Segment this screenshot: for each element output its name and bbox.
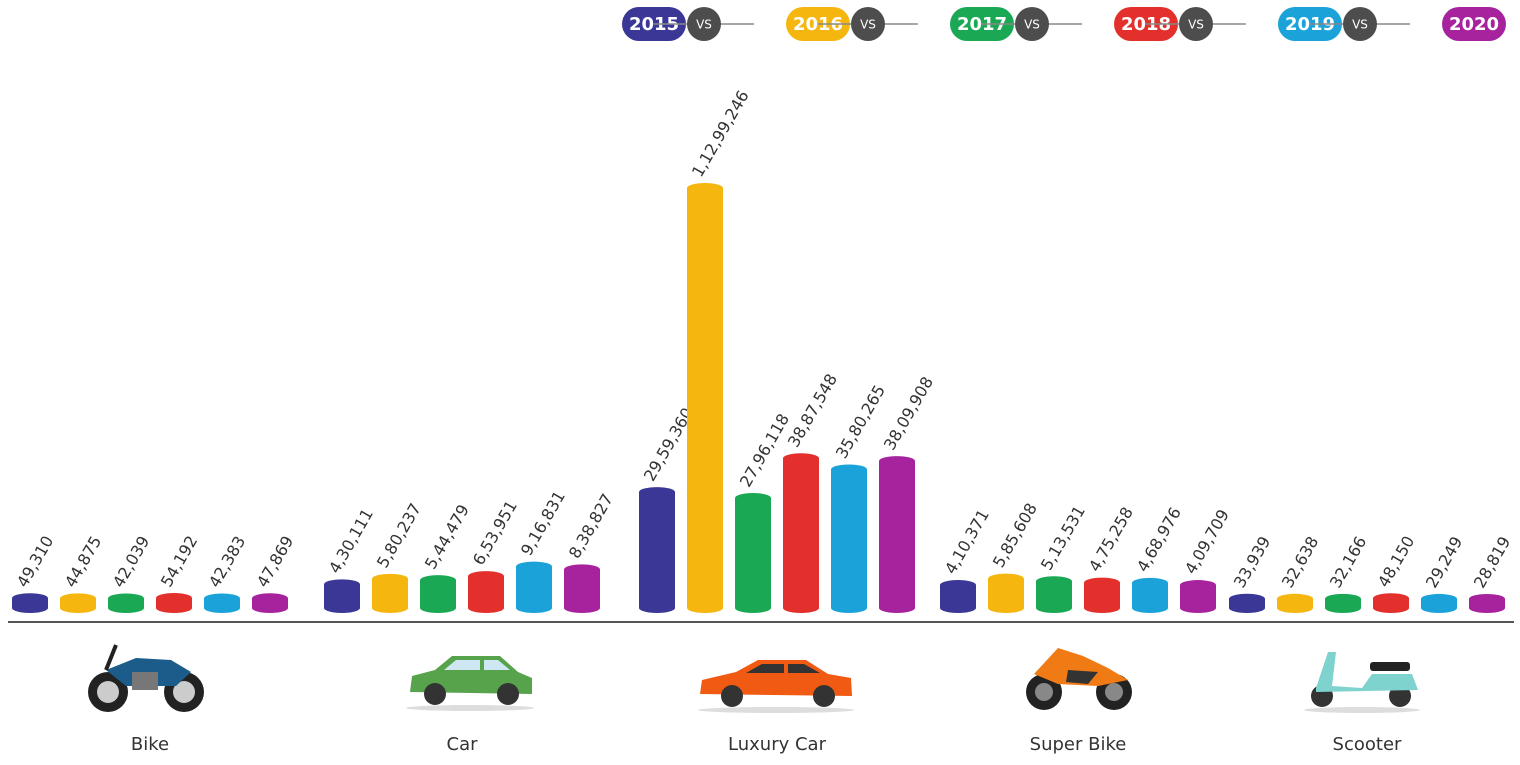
legend-swatch [1442,7,1506,41]
bar-top [639,487,675,498]
bar-top [831,464,867,475]
value-label: 4,75,258 [1085,504,1137,575]
bar-top [420,575,456,586]
bar-top [156,593,192,604]
value-label: 38,09,908 [880,373,937,453]
bar-top [1084,577,1120,588]
bar-top [204,593,240,604]
value-label: 6,53,951 [469,497,521,568]
value-label: 4,68,976 [1133,504,1185,575]
bar-top [1229,593,1265,604]
bar-top [324,579,360,590]
legend-separator [1179,7,1213,41]
bar-top [988,573,1024,584]
value-label: 42,039 [109,533,153,591]
bar-top [516,561,552,572]
bar [940,585,976,608]
value-label: 4,09,709 [1181,506,1233,577]
legend-separator [851,7,885,41]
value-label: 47,869 [253,533,297,591]
value-label: 54,192 [157,532,201,590]
bar-top [468,571,504,582]
bar-top [940,580,976,591]
scooter-icon [1304,652,1420,713]
legend-label: 2020 [1449,14,1499,35]
bar [1180,585,1216,608]
value-label: 28,819 [1470,533,1514,591]
bar-top [735,493,771,504]
bar-top [564,564,600,575]
legend-separator-label: VS [1352,18,1368,32]
bar-top [783,453,819,464]
bar-top [1469,593,1505,604]
super-bike-icon [1026,648,1132,710]
bar [879,461,915,608]
value-label: 4,30,111 [325,505,377,576]
value-label: 5,13,531 [1037,502,1089,573]
category-label: Bike [131,734,169,755]
bar [516,566,552,608]
bar-top [252,593,288,604]
legend-separator-label: VS [1188,18,1204,32]
bar [783,458,819,608]
bar-top [1421,593,1457,604]
bar [831,469,867,608]
value-label: 29,249 [1422,533,1466,591]
value-label: 32,638 [1278,533,1322,591]
bar-top [1132,577,1168,588]
value-label: 1,12,99,246 [688,87,753,180]
bar-top [12,593,48,604]
bar-top [1180,580,1216,591]
value-label: 32,166 [1326,533,1370,591]
category-label: Scooter [1333,734,1402,755]
bar [735,498,771,608]
legend-separator [687,7,721,41]
value-label: 33,939 [1230,533,1274,591]
bar [564,569,600,608]
legend-separator [1015,7,1049,41]
bike-icon [88,644,204,712]
bar-top [1373,593,1409,604]
category-label: Luxury Car [728,734,827,755]
value-label: 8,38,827 [565,490,617,561]
bar [639,492,675,608]
bar [324,584,360,608]
value-label: 48,150 [1374,533,1418,591]
legend-separator-label: VS [696,18,712,32]
bar-top [879,456,915,467]
bar-top [1036,576,1072,587]
category-label: Car [447,734,479,755]
value-label: 35,80,265 [832,382,889,462]
car-icon [406,656,534,711]
value-label: 5,85,608 [989,500,1041,571]
bar-top [108,593,144,604]
value-label: 44,875 [61,533,105,591]
value-label: 5,80,237 [373,500,425,571]
legend-separator-label: VS [860,18,876,32]
bar [468,576,504,608]
bar [687,188,723,608]
value-label: 9,16,831 [517,488,569,559]
legend-separator-label: VS [1024,18,1040,32]
value-label: 5,44,479 [421,501,473,572]
bar-top [1325,593,1361,604]
luxury-car-icon [698,660,854,713]
bar-top [687,183,723,193]
bar-top [1277,593,1313,604]
value-label: 49,310 [13,532,57,590]
bar-top [60,593,96,604]
value-label: 42,383 [205,533,249,591]
value-label: 38,87,548 [784,370,841,450]
bar-top [372,573,408,584]
value-label: 4,10,371 [941,506,993,577]
legend-separator [1343,7,1377,41]
category-label: Super Bike [1030,734,1127,755]
